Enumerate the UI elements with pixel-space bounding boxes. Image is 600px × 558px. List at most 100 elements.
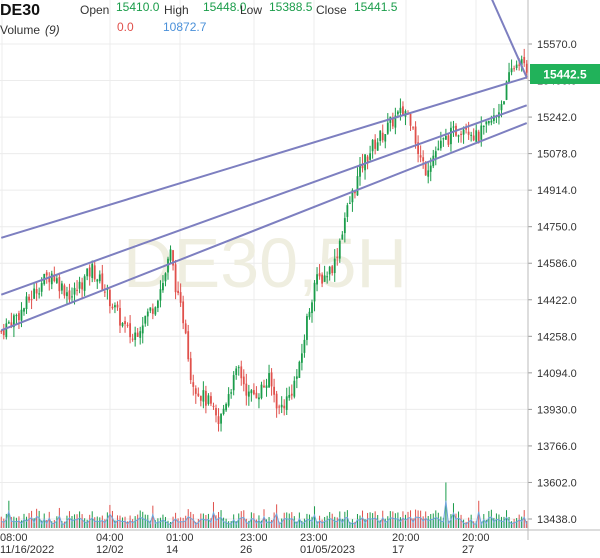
- candle-body: [258, 397, 260, 400]
- candle-body: [270, 372, 273, 387]
- candle-body: [485, 121, 488, 125]
- candle-body: [288, 394, 291, 398]
- candle-body: [48, 277, 51, 283]
- candle-body: [182, 301, 185, 324]
- candle-body: [318, 273, 321, 277]
- candle-body: [417, 142, 420, 155]
- candle-body: [116, 304, 119, 308]
- candle-body: [242, 376, 245, 385]
- candle-body: [343, 218, 346, 234]
- candle-body: [510, 68, 513, 73]
- candle-body: [268, 373, 270, 388]
- volume-ma-area: [0, 500, 528, 528]
- candle-body: [81, 282, 84, 290]
- candle-body: [187, 331, 190, 360]
- candle-body: [321, 274, 324, 284]
- candle-body: [409, 113, 412, 126]
- x-tick-date: 11/16/2022: [0, 544, 54, 556]
- candle-body: [354, 191, 356, 194]
- candle-body: [184, 323, 187, 334]
- candle-body: [88, 267, 91, 277]
- candle-body: [414, 126, 417, 144]
- candle-body: [336, 256, 339, 258]
- candle-body: [129, 323, 132, 338]
- candle-body: [255, 392, 258, 399]
- candle-body: [144, 315, 147, 324]
- candle-body: [331, 266, 334, 274]
- candle-body: [439, 140, 442, 149]
- price-tag-value: 15442.5: [543, 68, 587, 82]
- candle-body: [215, 408, 217, 416]
- candle-body: [156, 300, 159, 308]
- candle-body: [513, 68, 516, 70]
- candle-body: [96, 279, 99, 282]
- candle-body: [15, 315, 18, 317]
- candle-body: [212, 405, 215, 407]
- candle-body: [447, 135, 450, 145]
- candle-body: [40, 283, 43, 292]
- candle-body: [300, 353, 303, 363]
- candle-body: [245, 383, 248, 396]
- candle-body: [295, 376, 298, 379]
- x-tick-date: 27: [462, 544, 474, 556]
- candle-body: [422, 157, 425, 162]
- candle-body: [237, 367, 240, 369]
- candle-body: [364, 154, 366, 171]
- candle-body: [10, 322, 13, 327]
- candle-body: [465, 127, 468, 130]
- candle-body: [419, 155, 422, 158]
- candle-body: [348, 202, 351, 204]
- candle-body: [285, 396, 288, 410]
- last-price-tag: 15442.5: [530, 64, 600, 84]
- candle-body: [503, 101, 505, 105]
- x-tick-date: 14: [166, 544, 178, 556]
- candle-body: [159, 289, 162, 301]
- candle-body: [119, 307, 121, 326]
- trendline: [0, 104, 528, 296]
- candle-body: [230, 392, 233, 394]
- candle-body: [73, 287, 76, 295]
- candle-body: [341, 234, 344, 240]
- candle-body: [437, 148, 440, 151]
- volume-ma-line: [1, 500, 528, 526]
- candle-body: [134, 332, 137, 340]
- trendlines[interactable]: [0, 0, 528, 332]
- candle-body: [225, 403, 228, 411]
- candle-body: [154, 307, 157, 315]
- close-label: Close: [316, 3, 347, 17]
- trendline: [491, 0, 528, 78]
- candle-body: [442, 138, 445, 140]
- candle-body: [210, 396, 212, 404]
- candle-body: [263, 385, 265, 388]
- x-tick-time: 23:00: [300, 532, 328, 544]
- candle-body: [273, 386, 276, 395]
- candle-body: [217, 416, 220, 425]
- candle-body: [306, 316, 308, 340]
- candle-body: [366, 156, 369, 162]
- candle-body: [247, 391, 250, 397]
- x-tick-time: 20:00: [462, 532, 490, 544]
- candle-body: [50, 273, 53, 285]
- candle-body: [220, 413, 222, 424]
- open-value: 15410.0: [116, 0, 160, 14]
- x-tick-date: 17: [392, 544, 404, 556]
- y-tick-label: 13438.0: [537, 514, 577, 526]
- candle-body: [131, 338, 134, 340]
- candle-body: [508, 72, 510, 82]
- candle-body: [2, 329, 5, 336]
- candle-body: [278, 406, 281, 408]
- candle-body: [28, 296, 30, 301]
- candle-body: [30, 299, 33, 301]
- candle-body: [38, 293, 41, 295]
- candle-body: [316, 274, 318, 285]
- y-tick-label: 14422.0: [537, 295, 577, 307]
- candle-body: [260, 384, 263, 399]
- candle-body: [78, 281, 81, 289]
- candle-body: [98, 274, 101, 282]
- candle-body: [472, 135, 475, 141]
- candle-body: [487, 120, 490, 124]
- candle-body: [457, 135, 460, 137]
- time-axis: 08:0011/16/202204:0012/0201:001423:00262…: [0, 529, 600, 556]
- candle-body: [520, 59, 523, 68]
